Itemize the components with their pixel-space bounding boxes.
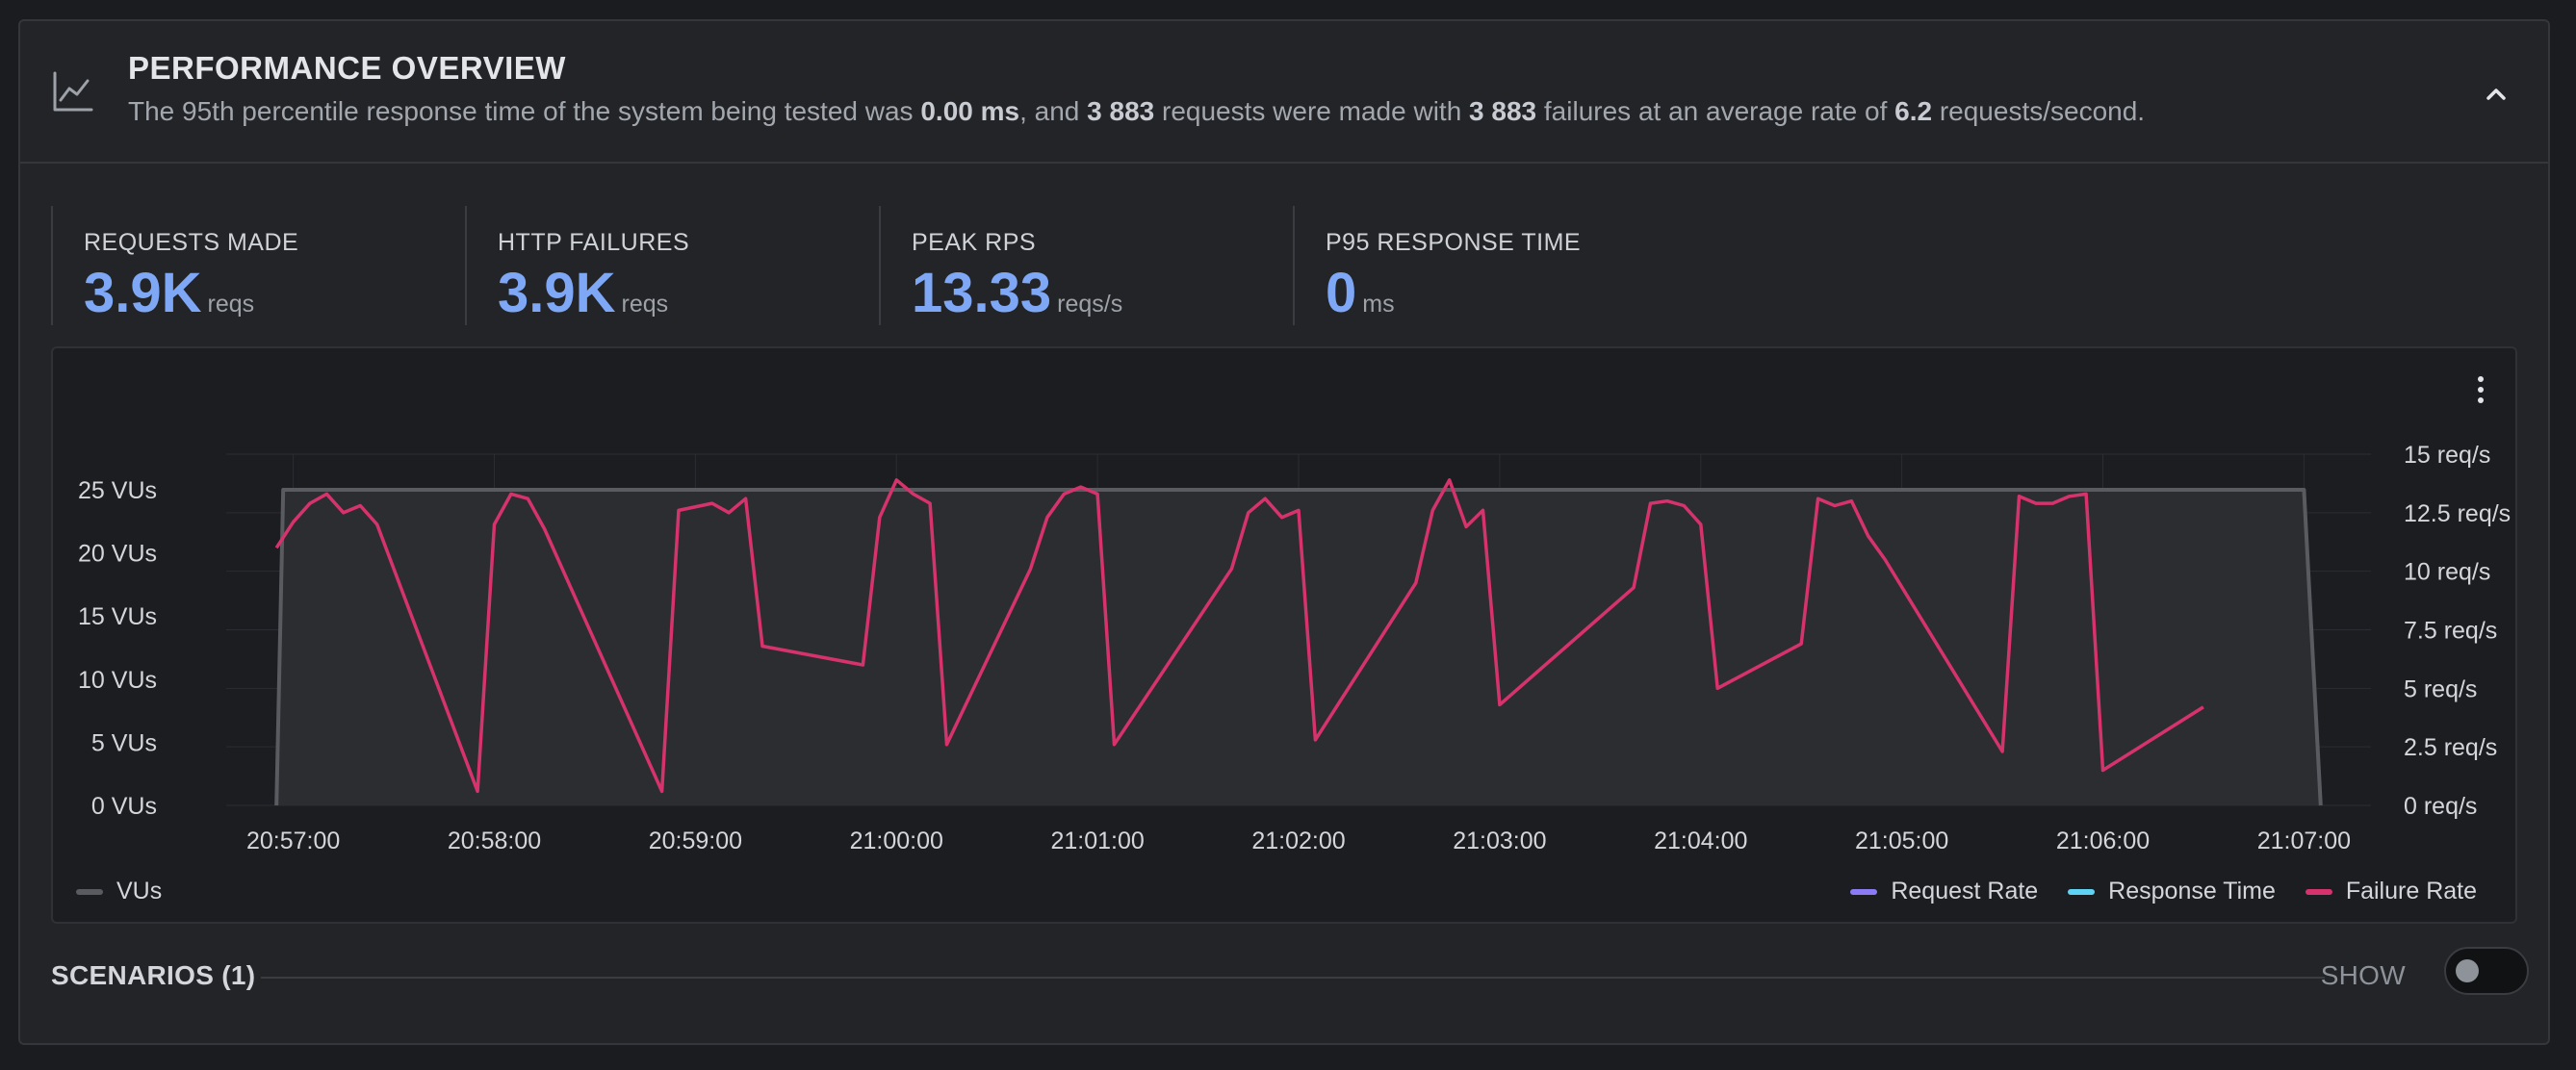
y-right-tick-label: 5 req/s <box>2404 675 2477 702</box>
x-tick-label: 21:00:00 <box>850 828 943 854</box>
show-scenarios-toggle[interactable] <box>2444 947 2529 995</box>
x-tick-label: 20:59:00 <box>649 828 742 854</box>
toggle-knob <box>2456 959 2479 982</box>
y-left-tick-label: 0 VUs <box>91 793 157 820</box>
stat-unit: ms <box>1362 291 1395 318</box>
legend-item-request-rate[interactable]: Request Rate <box>1850 878 2038 905</box>
legend-label: VUs <box>116 878 163 904</box>
performance-chart: 0 VUs 5 VUs 10 VUs 15 VUs 20 VUs 25 VUs 0 req/… <box>78 442 2511 854</box>
stat-unit: reqs <box>207 291 255 318</box>
stat-label: HTTP FAILURES <box>498 229 690 256</box>
summary-text: The 95th percentile response time of the… <box>128 96 2146 126</box>
legend-swatch <box>2305 889 2332 896</box>
scenarios-row: SCENARIOS (1) SHOW <box>51 945 2529 1003</box>
legend-label: Failure Rate <box>2345 878 2477 904</box>
y-right-tick-label: 15 req/s <box>2404 442 2490 469</box>
x-tick-label: 21:03:00 <box>1453 828 1546 854</box>
y-right-tick-label: 0 req/s <box>2404 793 2477 820</box>
stat-unit: reqs/s <box>1057 291 1123 318</box>
legend-label: Response Time <box>2108 878 2276 904</box>
stat-p95-response-time: P95 RESPONSE TIME 0 ms <box>1293 206 1678 325</box>
y-left-tick-label: 10 VUs <box>78 667 157 694</box>
x-tick-label: 21:01:00 <box>1050 828 1144 854</box>
vus-series-line <box>274 488 2323 806</box>
stat-label: PEAK RPS <box>912 229 1037 256</box>
legend-left: VUs <box>76 878 162 905</box>
x-tick-label: 21:02:00 <box>1251 828 1345 854</box>
stat-requests-made: REQUESTS MADE 3.9K reqs <box>51 206 465 325</box>
legend-label: Request Rate <box>1891 878 2039 904</box>
legend-swatch <box>2068 889 2096 896</box>
y-left-tick-label: 20 VUs <box>78 541 157 568</box>
requests-summary-value: 3 883 <box>1087 96 1155 126</box>
y-left-tick-label: 15 VUs <box>78 603 157 630</box>
x-tick-label: 20:57:00 <box>246 828 340 854</box>
failures-summary-value: 3 883 <box>1469 96 1537 126</box>
rate-summary-value: 6.2 <box>1894 96 1933 126</box>
y-right-tick-label: 2.5 req/s <box>2404 734 2497 761</box>
show-label: SHOW <box>2320 960 2406 990</box>
legend-swatch <box>1850 889 1878 896</box>
panel-header: PERFORMANCE OVERVIEW The 95th percentile… <box>20 21 2548 164</box>
x-tick-label: 21:06:00 <box>2056 828 2150 854</box>
stat-value: 13.33 <box>912 262 1052 324</box>
stat-peak-rps: PEAK RPS 13.33 reqs/s <box>879 206 1293 325</box>
stat-http-failures: HTTP FAILURES 3.9K reqs <box>465 206 879 325</box>
stats-row: REQUESTS MADE 3.9K reqs HTTP FAILURES 3.9… <box>51 206 1687 327</box>
y-right-tick-label: 10 req/s <box>2404 559 2490 586</box>
legend-item-failure-rate[interactable]: Failure Rate <box>2305 878 2477 905</box>
x-tick-label: 21:05:00 <box>1855 828 1948 854</box>
divider <box>261 977 2325 979</box>
x-tick-label: 21:07:00 <box>2257 828 2351 854</box>
line-chart-icon <box>53 71 93 112</box>
y-left-tick-label: 25 VUs <box>78 477 157 504</box>
stat-label: REQUESTS MADE <box>84 229 299 256</box>
legend-swatch <box>76 889 103 896</box>
more-vertical-icon[interactable] <box>2471 373 2490 406</box>
y-right-tick-label: 7.5 req/s <box>2404 618 2497 645</box>
stat-unit: reqs <box>621 291 669 318</box>
y-right-tick-label: 12.5 req/s <box>2404 500 2511 527</box>
x-tick-label: 20:58:00 <box>448 828 541 854</box>
x-tick-label: 21:04:00 <box>1654 828 1747 854</box>
failure-rate-series-line <box>274 478 2204 794</box>
legend-right: Request Rate Response Time Failure Rate <box>1827 878 2477 905</box>
performance-overview-panel: PERFORMANCE OVERVIEW The 95th percentile… <box>18 19 2550 1045</box>
stat-value: 3.9K <box>498 262 616 324</box>
stat-label: P95 RESPONSE TIME <box>1326 229 1582 256</box>
chart-card: 0 VUs 5 VUs 10 VUs 15 VUs 20 VUs 25 VUs 0 req/… <box>51 346 2517 924</box>
stat-value: 3.9K <box>84 262 202 324</box>
stat-value: 0 <box>1326 262 1357 324</box>
legend-item-response-time[interactable]: Response Time <box>2068 878 2276 905</box>
y-left-tick-label: 5 VUs <box>91 729 157 756</box>
vus-area <box>276 490 2321 805</box>
legend-item-vus[interactable]: VUs <box>76 878 162 905</box>
scenarios-title: SCENARIOS (1) <box>51 960 256 990</box>
panel-title: PERFORMANCE OVERVIEW <box>128 50 566 86</box>
p95-summary-value: 0.00 ms <box>920 96 1020 126</box>
chevron-up-icon[interactable] <box>2479 77 2513 112</box>
